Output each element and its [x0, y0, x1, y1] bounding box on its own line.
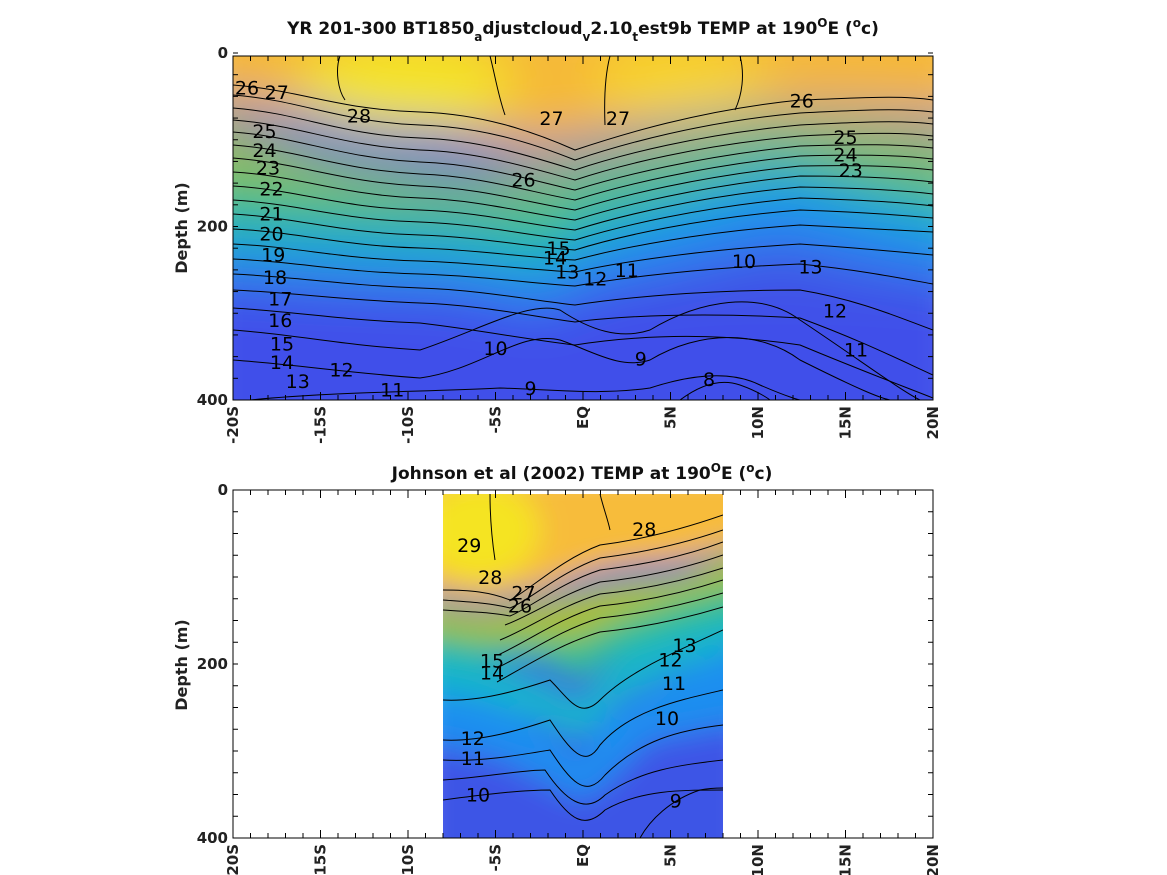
- contour-label: 13: [286, 371, 310, 393]
- contour-label: 13: [672, 635, 696, 657]
- contour-label: 15: [480, 651, 504, 673]
- contour-label: 14: [480, 663, 504, 685]
- contour-label: 24: [833, 144, 857, 166]
- contour-label: 20: [259, 223, 283, 245]
- x-tick-label: 5N: [662, 406, 680, 429]
- contour-label: 15: [270, 334, 294, 356]
- contour-label: 26: [790, 91, 814, 113]
- contour-label: 9: [524, 378, 536, 400]
- y-tick-label: 0: [218, 44, 228, 62]
- contour-label: 17: [268, 289, 292, 311]
- contour-label: 22: [259, 178, 283, 200]
- contour-label: 11: [615, 260, 639, 282]
- contour-label: 26: [508, 596, 532, 618]
- contour-label: 15: [546, 238, 570, 260]
- y-tick-label: 0: [218, 481, 228, 499]
- x-tick-label: 20N: [924, 406, 942, 439]
- model-x-axis: -20S -15S -10S -5S EQ 5N 10N 15N 20N: [224, 56, 942, 444]
- contour-label: 27: [606, 108, 630, 130]
- contour-label: 9: [670, 791, 682, 813]
- y-tick-label: 400: [197, 829, 228, 847]
- contour-label: 14: [543, 248, 567, 270]
- x-tick-label: 5N: [662, 844, 680, 867]
- contour-label: 10: [466, 785, 490, 807]
- contour-label: 19: [261, 244, 285, 266]
- contour-label: 10: [483, 338, 507, 360]
- x-tick-label: 10N: [749, 844, 767, 875]
- contour-label: 8: [703, 369, 715, 391]
- contour-label: 11: [844, 340, 868, 362]
- contour-label: 11: [662, 673, 686, 695]
- observed-x-axis: -20S -15S -10S -5S EQ 5N 10N 15N 20N: [224, 490, 942, 875]
- x-tick-label: 15N: [837, 844, 855, 875]
- contour-label: 26: [511, 170, 535, 192]
- x-tick-label: -10S: [399, 844, 417, 875]
- model-temperature-panel: YR 201-300 BT1850adjustcloudv2.10test9b …: [172, 16, 942, 444]
- contour-label: 27: [539, 108, 563, 130]
- contour-label: 12: [329, 360, 353, 382]
- x-tick-label: 10N: [749, 406, 767, 439]
- contour-label: 10: [732, 251, 756, 273]
- y-tick-label: 400: [197, 391, 228, 409]
- contour-label: 12: [658, 650, 682, 672]
- model-colour-field: [233, 56, 933, 400]
- x-tick-label: -5S: [487, 844, 505, 871]
- model-ylabel: Depth (m): [172, 182, 191, 274]
- observed-title: Johnson et al (2002) TEMP at 190OE (oc): [391, 461, 773, 484]
- contour-label: 9: [635, 348, 647, 370]
- x-tick-label: -20S: [224, 844, 242, 875]
- contour-label: 28: [632, 519, 656, 541]
- observed-ylabel: Depth (m): [172, 619, 191, 711]
- contour-label: 28: [347, 105, 371, 127]
- x-tick-label: -15S: [312, 844, 330, 875]
- contour-label: 12: [461, 728, 485, 750]
- model-title: YR 201-300 BT1850adjustcloudv2.10test9b …: [286, 16, 879, 44]
- contour-label: 23: [839, 160, 863, 182]
- contour-label: 12: [583, 269, 607, 291]
- observed-temperature-panel: Johnson et al (2002) TEMP at 190OE (oc): [172, 461, 942, 875]
- contour-label: 25: [252, 121, 276, 143]
- contour-label: 11: [461, 748, 485, 770]
- contour-label: 11: [380, 380, 404, 402]
- contour-label: 23: [256, 158, 280, 180]
- y-tick-label: 200: [197, 218, 228, 236]
- model-y-axis: 0 200 400: [197, 44, 933, 409]
- x-tick-label: -20S: [224, 406, 242, 444]
- contour-label: 21: [259, 203, 283, 225]
- contour-label: 12: [823, 301, 847, 323]
- x-tick-label: -15S: [312, 406, 330, 444]
- contour-label: 10: [655, 708, 679, 730]
- contour-label: 27: [511, 583, 535, 605]
- x-tick-label: -10S: [399, 406, 417, 444]
- contour-label: 16: [268, 310, 292, 332]
- x-tick-label: -5S: [487, 406, 505, 433]
- contour-label: 27: [265, 82, 289, 104]
- x-tick-label: EQ: [574, 406, 592, 429]
- contour-label: 14: [270, 352, 294, 374]
- y-tick-label: 200: [197, 655, 228, 673]
- contour-label: 26: [235, 78, 259, 100]
- contour-label: 13: [555, 262, 579, 284]
- contour-label: 29: [457, 535, 481, 557]
- x-tick-label: 15N: [837, 406, 855, 439]
- x-tick-label: EQ: [574, 844, 592, 867]
- contour-label: 28: [478, 567, 502, 589]
- contour-label: 18: [263, 267, 287, 289]
- x-tick-label: 20N: [924, 844, 942, 875]
- observed-colour-field: [443, 494, 723, 838]
- contour-label: 25: [833, 127, 857, 149]
- observed-y-axis: 0 200 400: [197, 481, 933, 847]
- contour-label: 13: [798, 256, 822, 278]
- contour-label: 24: [252, 140, 276, 162]
